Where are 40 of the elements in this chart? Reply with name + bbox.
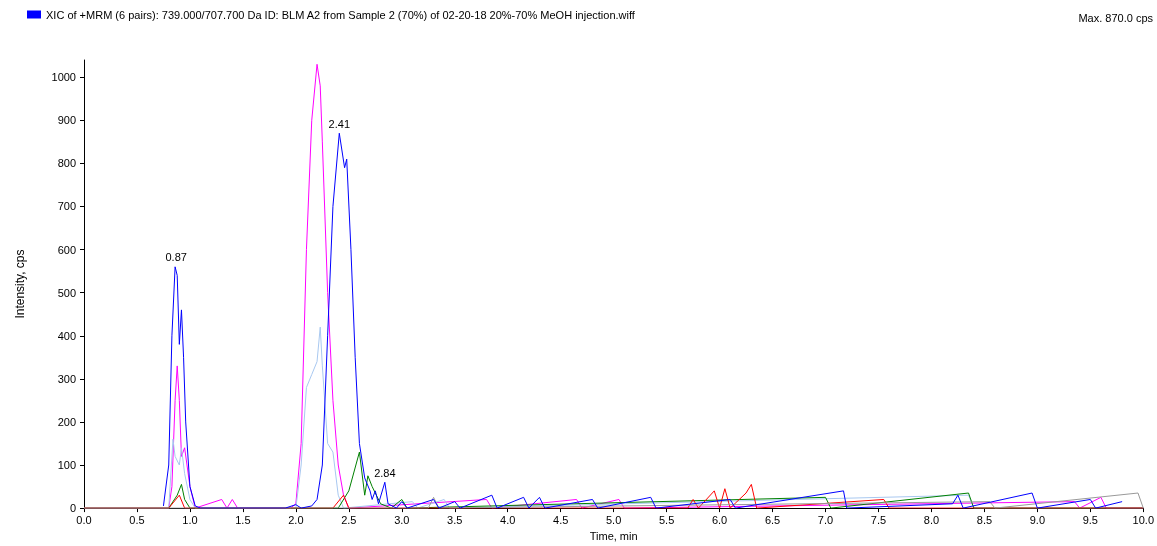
y-tick-label: 800 — [57, 157, 76, 170]
y-tick-label: 900 — [57, 114, 76, 127]
x-tick-label: 2.5 — [341, 513, 357, 526]
y-tick-label: 1000 — [51, 71, 76, 84]
x-tick-label: 7.0 — [817, 513, 834, 526]
y-tick-label: 700 — [57, 200, 76, 213]
x-tick-label: 9.0 — [1029, 513, 1046, 526]
line-series — [162, 132, 1123, 509]
text: Max. 870.0 cps — [1078, 11, 1154, 24]
x-tick-label: 0.0 — [76, 513, 92, 526]
x-tick-label: 8.5 — [976, 513, 993, 526]
x-tick-label: 1.5 — [235, 513, 251, 526]
x-tick-label: 5.5 — [658, 513, 675, 526]
y-tick-label: 200 — [57, 415, 76, 428]
x-tick-label: 4.0 — [500, 513, 516, 526]
y-tick-label: 600 — [57, 243, 76, 256]
y-tick-label: 0 — [69, 502, 76, 515]
x-tick-label: 5.0 — [606, 513, 622, 526]
x-tick-label: 7.5 — [870, 513, 887, 526]
x-tick-label: 6.0 — [711, 513, 728, 526]
x-tick-label: 1.0 — [182, 513, 198, 526]
y-tick-label: 400 — [57, 329, 76, 342]
x-tick-label: 6.5 — [764, 513, 781, 526]
y-tick-label: 100 — [57, 459, 76, 472]
y-axis-title: Intensity, cps — [13, 249, 27, 319]
x-tick-label: 2.0 — [288, 513, 304, 526]
legend-label: XIC of +MRM (6 pairs): 739.000/707.700 Da ID: BLM A2 from Sample 2 (70%) of 02-20-18 20%-70% MeOH injection.wiff — [46, 8, 636, 21]
annotation: 0.87 — [165, 251, 187, 264]
y-tick-label: 500 — [57, 286, 76, 299]
x-axis-title: Time, min — [589, 529, 638, 542]
y-tick-label: 300 — [57, 372, 76, 385]
x-tick-label: 10.0 — [1132, 513, 1155, 526]
x-tick-label: 3.5 — [447, 513, 463, 526]
annotation: 2.41 — [328, 117, 350, 130]
x-tick-label: 9.5 — [1082, 513, 1098, 526]
annotation: 2.84 — [374, 466, 396, 479]
x-tick-label: 0.5 — [129, 513, 145, 526]
x-tick-label: 4.5 — [553, 513, 569, 526]
x-tick-label: 8.0 — [923, 513, 940, 526]
x-tick-label: 3.0 — [394, 513, 410, 526]
